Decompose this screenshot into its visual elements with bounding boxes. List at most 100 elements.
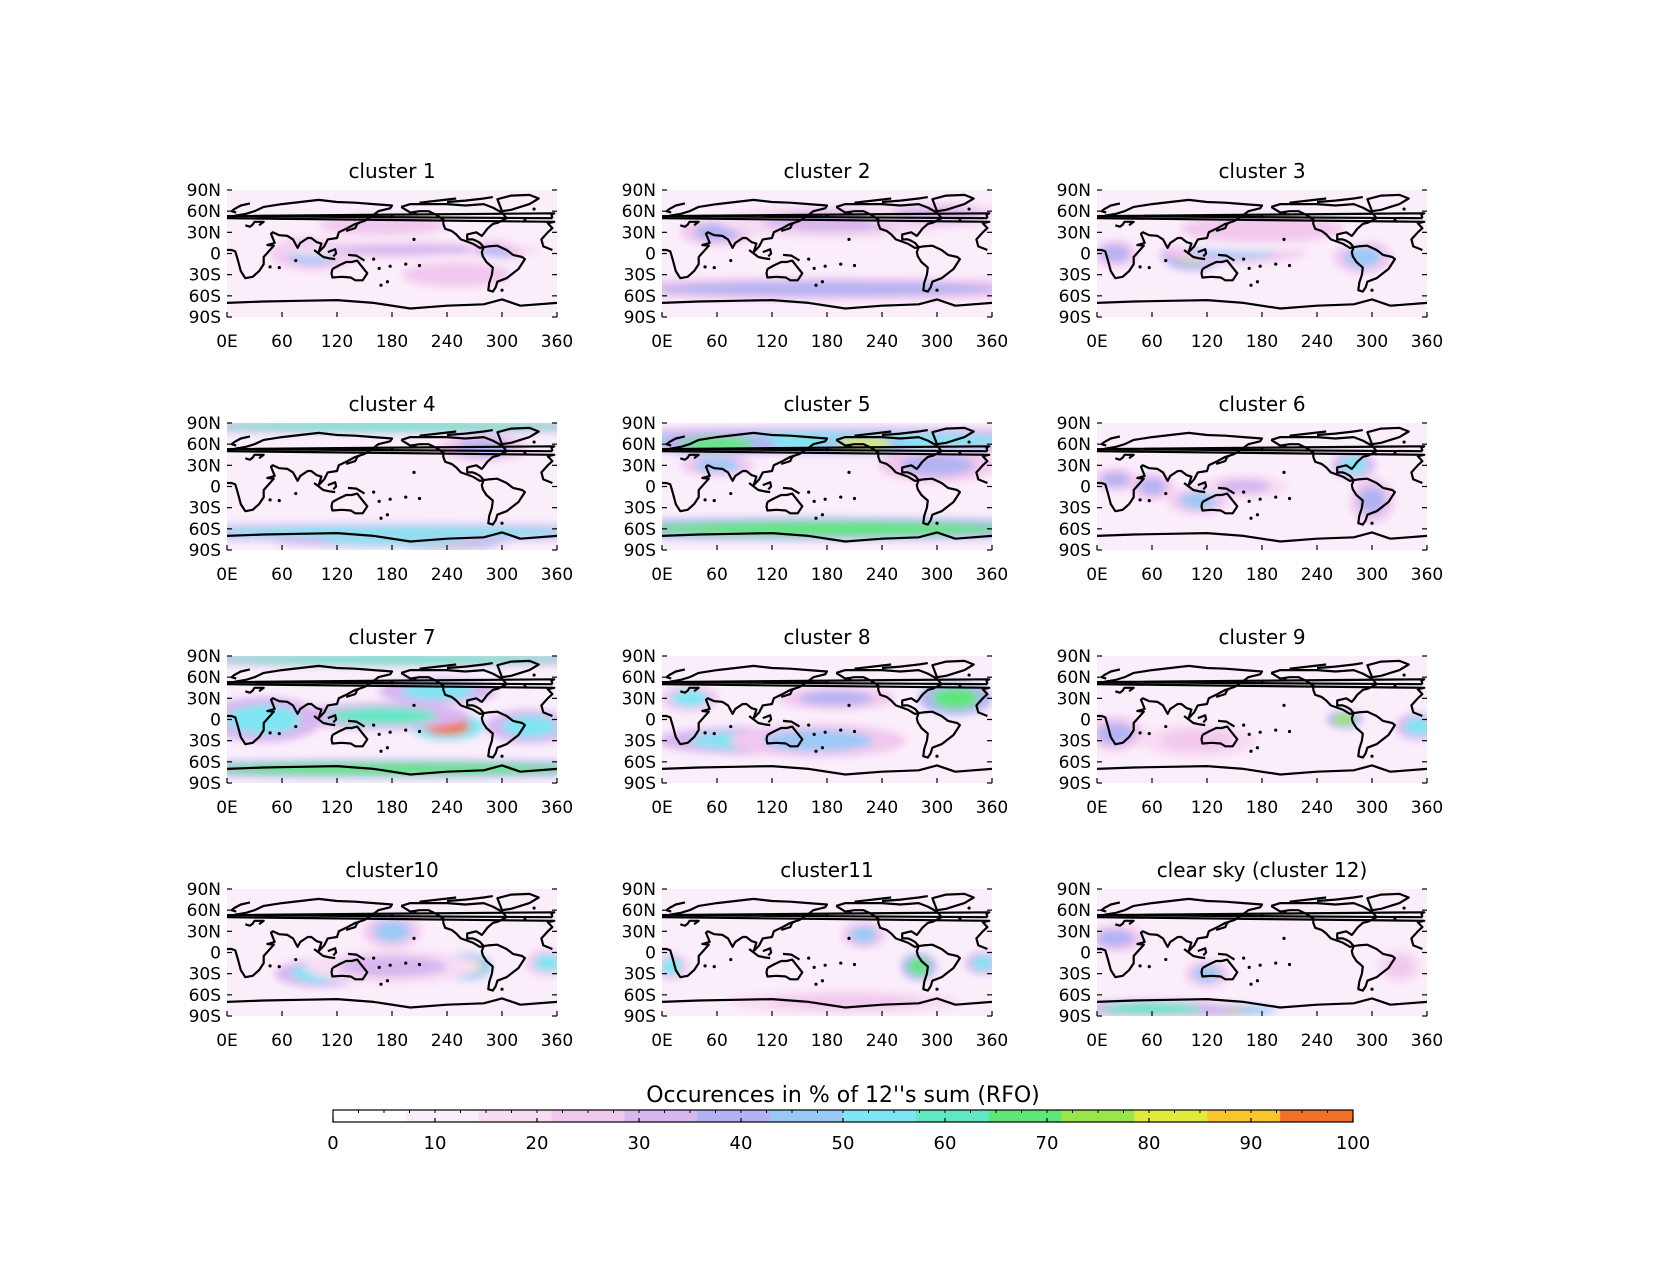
lat-tick-label: 30S bbox=[1059, 266, 1091, 286]
lon-tick-label: 300 bbox=[921, 332, 953, 352]
coastline bbox=[881, 662, 928, 670]
coastline bbox=[345, 920, 361, 931]
island-mark bbox=[812, 732, 816, 736]
coastline bbox=[1215, 221, 1231, 232]
lat-tick-label: 60N bbox=[187, 668, 221, 688]
lat-tick-label: 0 bbox=[1080, 478, 1091, 498]
lat-tick-label: 30S bbox=[1059, 499, 1091, 519]
lat-tick-label: 0 bbox=[210, 711, 221, 731]
lat-tick-label: 30S bbox=[624, 266, 656, 286]
island-mark bbox=[1370, 754, 1374, 758]
rfo-field bbox=[227, 889, 557, 1016]
lon-tick-label: 60 bbox=[271, 1031, 293, 1051]
island-mark bbox=[1164, 258, 1168, 263]
island-mark bbox=[404, 728, 408, 732]
coastline bbox=[1289, 197, 1327, 204]
coastline bbox=[480, 477, 527, 526]
island-mark bbox=[412, 703, 416, 707]
coastline bbox=[854, 197, 892, 204]
lat-tick-label: 60N bbox=[622, 668, 656, 688]
island-mark bbox=[1287, 263, 1292, 268]
island-mark bbox=[1282, 703, 1286, 707]
lat-tick-label: 90N bbox=[622, 414, 656, 434]
island-mark bbox=[379, 283, 383, 287]
coastline bbox=[931, 659, 975, 679]
island-mark bbox=[1260, 448, 1264, 452]
lat-tick-label: 60S bbox=[1059, 287, 1091, 307]
island-mark bbox=[703, 731, 707, 735]
lat-tick-label: 30N bbox=[622, 456, 656, 476]
coastline bbox=[662, 916, 991, 951]
coastline bbox=[313, 715, 336, 727]
rfo-hotspot bbox=[900, 454, 974, 476]
coastline bbox=[230, 202, 251, 214]
island-mark bbox=[820, 513, 825, 517]
lat-tick-label: 30N bbox=[1057, 689, 1091, 709]
island-mark bbox=[523, 218, 527, 222]
island-mark bbox=[1138, 498, 1142, 502]
coastlines bbox=[1097, 193, 1427, 310]
lat-tick-label: 60N bbox=[622, 435, 656, 455]
lon-tick-label: 60 bbox=[271, 565, 293, 585]
lat-tick-label: 30N bbox=[1057, 922, 1091, 942]
island-mark bbox=[848, 211, 852, 215]
coastline bbox=[1200, 725, 1239, 748]
colorbar-tick-label: 30 bbox=[628, 1133, 651, 1154]
coastline bbox=[915, 477, 962, 526]
coastline bbox=[915, 943, 962, 992]
lon-tick-label: 180 bbox=[811, 332, 843, 352]
lon-tick-label: 60 bbox=[706, 565, 728, 585]
coastline bbox=[1097, 531, 1427, 543]
coastline bbox=[327, 947, 338, 957]
panel-title: cluster 4 bbox=[348, 392, 435, 416]
coastlines bbox=[1097, 426, 1427, 543]
lon-tick-label: 0E bbox=[1086, 332, 1108, 352]
coastline bbox=[480, 943, 527, 992]
coastline bbox=[1366, 426, 1410, 446]
coastline bbox=[915, 244, 962, 293]
coastline bbox=[1097, 764, 1427, 776]
rfo-hotspot bbox=[1161, 730, 1235, 752]
coastline bbox=[1215, 454, 1231, 465]
lon-tick-label: 360 bbox=[976, 798, 1008, 818]
rfo-hotspot bbox=[337, 956, 447, 978]
island-mark bbox=[703, 265, 707, 269]
lat-tick-label: 0 bbox=[1080, 944, 1091, 964]
island-mark bbox=[703, 498, 707, 502]
island-mark bbox=[532, 207, 536, 211]
coastline bbox=[1097, 916, 1426, 951]
coastline bbox=[1114, 220, 1135, 228]
coastline bbox=[227, 678, 556, 686]
coastline bbox=[1097, 212, 1426, 220]
island-mark bbox=[377, 499, 381, 503]
island-mark bbox=[379, 982, 383, 986]
coastline bbox=[1097, 217, 1426, 252]
lat-tick-label: 90N bbox=[622, 647, 656, 667]
rfo-hotspot bbox=[1101, 1003, 1203, 1015]
colorbar-swatch bbox=[915, 1110, 990, 1122]
island-mark bbox=[1402, 906, 1406, 910]
coastline bbox=[227, 531, 557, 543]
lat-tick-label: 60S bbox=[624, 753, 656, 773]
rfo-hotspot bbox=[227, 423, 557, 431]
island-mark bbox=[372, 257, 376, 261]
coastline bbox=[419, 896, 457, 903]
lat-tick-label: 30N bbox=[1057, 456, 1091, 476]
island-mark bbox=[935, 754, 939, 758]
island-mark bbox=[823, 497, 827, 501]
lon-tick-label: 240 bbox=[1301, 1031, 1333, 1051]
rfo-hotspot bbox=[971, 956, 992, 971]
coastline bbox=[1316, 662, 1363, 670]
island-mark bbox=[413, 444, 417, 448]
lat-tick-label: 60N bbox=[1057, 202, 1091, 222]
rfo-hotspot bbox=[1179, 492, 1217, 510]
coastline bbox=[665, 901, 686, 913]
lon-tick-label: 240 bbox=[866, 798, 898, 818]
coastline bbox=[1200, 492, 1239, 515]
coastline bbox=[1289, 896, 1327, 903]
coastline bbox=[1100, 668, 1121, 680]
island-mark bbox=[294, 258, 298, 263]
island-mark bbox=[1247, 499, 1251, 503]
